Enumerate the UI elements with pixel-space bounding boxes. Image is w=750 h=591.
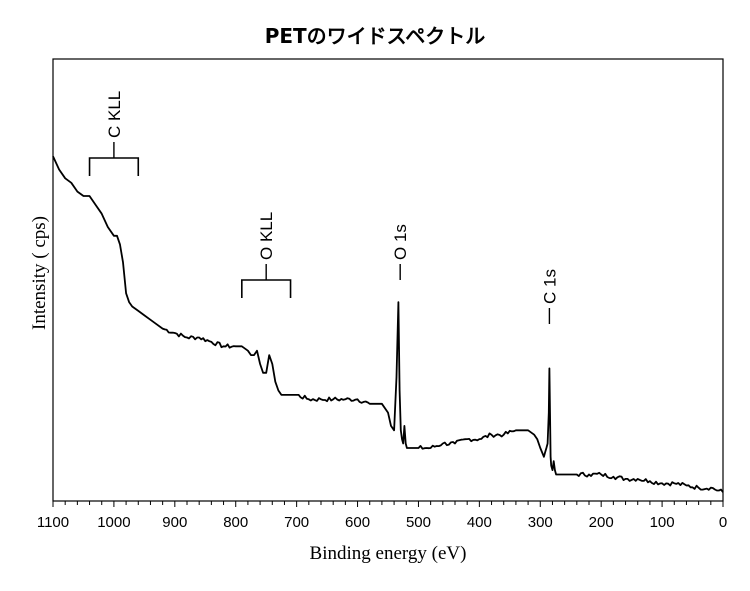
annotation: C KLL [88,91,140,176]
annotation: O KLL [241,212,292,298]
annotation: O 1s [391,224,410,280]
chart-title: PETのワイドスペクトル [265,24,486,48]
x-axis-ticks [52,501,724,507]
annotation-label: C KLL [105,91,124,138]
annotation: C 1s [540,269,559,324]
annotation-label: O 1s [391,224,410,260]
x-axis-tick-labels: 1100 1000 900 800 700 600 500 400 300 200 100 0 [37,514,727,531]
x-tick-label: 900 [162,514,187,531]
x-tick-label: 200 [589,514,614,531]
x-axis-label: Binding energy (eV) [310,543,467,564]
plot-area [52,58,724,502]
x-tick-label: 800 [223,514,248,531]
x-tick-label: 500 [406,514,431,531]
x-tick-label: 0 [719,514,727,531]
x-tick-label: 1100 [37,514,69,531]
series-line [52,155,724,493]
bracket [88,157,140,176]
bracket [241,279,292,298]
x-tick-label: 1000 [97,514,130,531]
annotation-label: O KLL [257,212,276,260]
x-tick-label: 700 [284,514,309,531]
x-tick-label: 300 [528,514,553,531]
annotations: C KLL O KLL O 1s C 1s [88,91,559,324]
x-tick-label: 100 [650,514,675,531]
y-axis-label: Intensity ( cps) [29,216,50,330]
x-tick-label: 600 [345,514,370,531]
x-tick-label: 400 [467,514,492,531]
annotation-label: C 1s [540,269,559,304]
